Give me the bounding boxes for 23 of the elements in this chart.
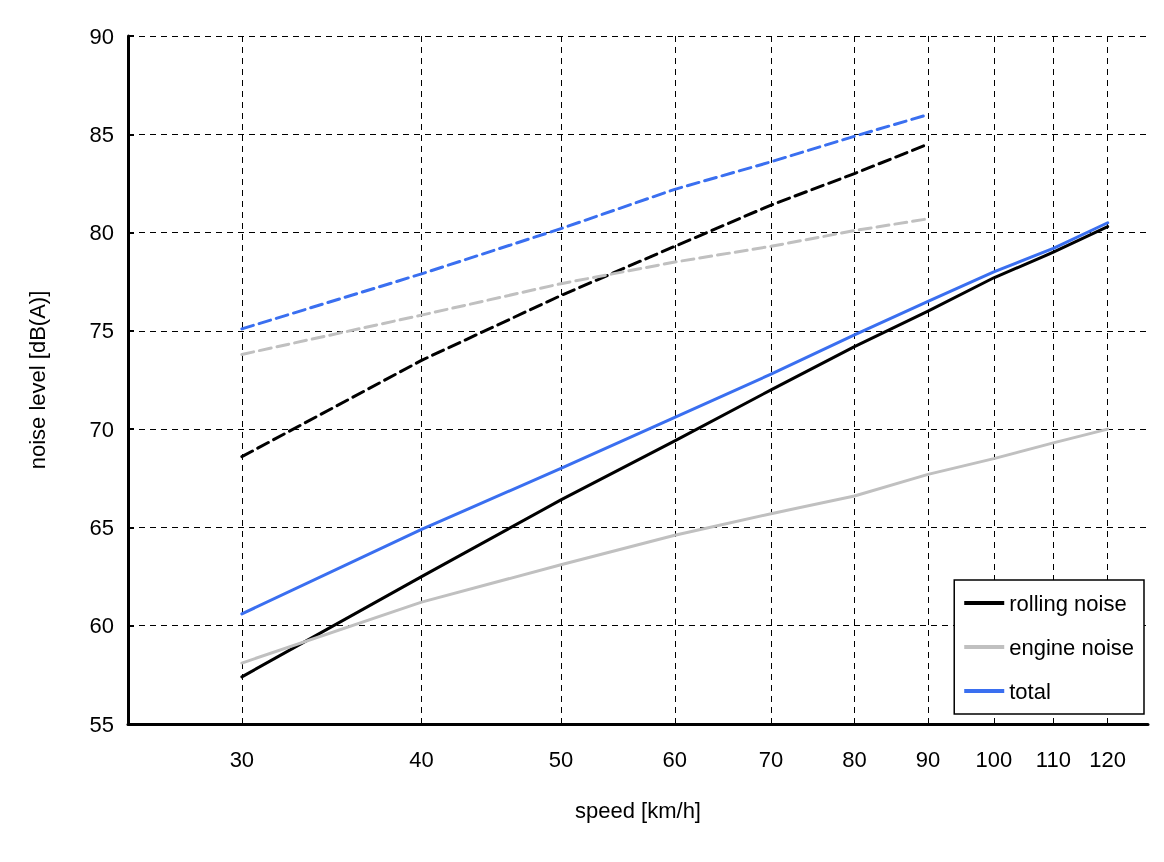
y-tick-label: 65 bbox=[89, 514, 114, 540]
x-tick-label: 100 bbox=[975, 746, 1013, 772]
y-tick-label: 60 bbox=[89, 613, 114, 639]
x-tick-label: 90 bbox=[915, 746, 941, 772]
x-tick-label: 80 bbox=[842, 746, 867, 772]
y-tick-label: 55 bbox=[89, 711, 114, 737]
y-tick-label: 85 bbox=[89, 121, 114, 147]
x-tick-label: 120 bbox=[1089, 746, 1127, 772]
y-axis-title: noise level [dB(A)] bbox=[24, 290, 50, 470]
x-tick-label: 40 bbox=[409, 746, 434, 772]
x-tick-label: 50 bbox=[548, 746, 574, 772]
y-tick-label: 90 bbox=[89, 23, 114, 49]
x-tick-label: 60 bbox=[662, 746, 688, 772]
y-tick-label: 80 bbox=[89, 220, 114, 246]
y-tick-label: 75 bbox=[89, 318, 114, 344]
x-tick-label: 110 bbox=[1035, 746, 1071, 772]
legend-label: total bbox=[1009, 678, 1051, 704]
legend-label: rolling noise bbox=[1009, 590, 1127, 616]
legend-label: engine noise bbox=[1009, 634, 1135, 660]
x-tick-label: 30 bbox=[229, 746, 255, 772]
x-axis-title: speed [km/h] bbox=[575, 797, 701, 823]
x-tick-label: 70 bbox=[758, 746, 784, 772]
y-tick-label: 70 bbox=[89, 416, 114, 442]
